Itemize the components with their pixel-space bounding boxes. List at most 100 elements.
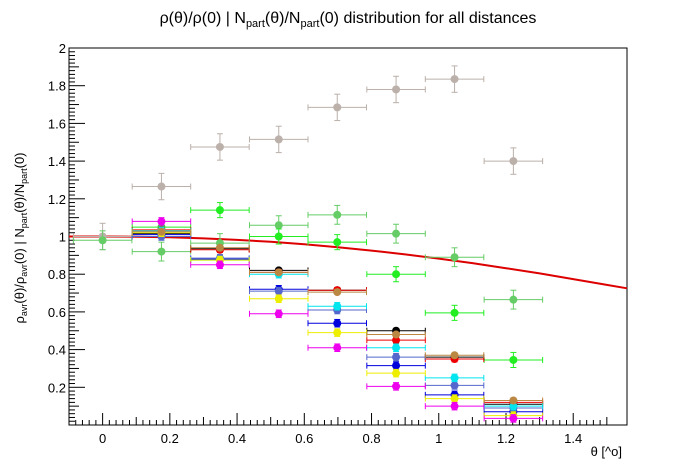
x-tick-label: 1.4 <box>564 431 582 446</box>
data-point <box>131 241 192 262</box>
marker <box>392 343 401 352</box>
data-point <box>249 268 309 277</box>
marker <box>450 394 459 403</box>
marker <box>274 309 283 318</box>
series-layer <box>72 65 544 423</box>
data-point <box>131 217 192 226</box>
marker <box>392 353 401 362</box>
data-point <box>366 343 426 352</box>
marker <box>274 268 283 277</box>
marker <box>450 402 459 411</box>
data-point <box>483 289 544 310</box>
data-point <box>483 351 544 369</box>
data-point <box>249 294 309 303</box>
data-point <box>307 204 367 225</box>
y-axis-title: ρavr(θ)/ρavr(0) | Npart(θ)/Npart(0) <box>12 152 29 323</box>
x-axis-title: θ [^o] <box>591 444 622 459</box>
data-point <box>307 288 367 297</box>
data-point <box>307 343 367 352</box>
x-tick-label: 0.6 <box>295 431 313 446</box>
data-point <box>366 223 426 244</box>
data-point <box>366 330 426 339</box>
marker <box>450 351 459 360</box>
marker <box>392 382 401 391</box>
data-point <box>190 260 250 270</box>
data-point <box>424 401 485 411</box>
y-tick-label: 2 <box>59 41 66 56</box>
marker <box>157 247 166 256</box>
data-point <box>131 172 192 201</box>
marker <box>392 336 401 345</box>
data-point <box>424 65 485 93</box>
data-point <box>307 328 367 337</box>
data-point <box>307 93 367 122</box>
data-point <box>366 266 426 283</box>
marker <box>450 308 459 317</box>
marker <box>215 142 224 151</box>
data-point <box>307 301 367 311</box>
data-point <box>483 414 544 423</box>
data-point <box>424 373 485 383</box>
marker <box>215 206 224 215</box>
marker <box>333 210 342 219</box>
data-point <box>483 396 544 405</box>
marker <box>274 287 283 296</box>
data-point <box>424 304 485 321</box>
marker <box>450 373 459 382</box>
data-point <box>190 133 250 161</box>
series-1 <box>72 204 544 310</box>
marker <box>450 381 459 390</box>
data-point <box>366 382 426 391</box>
data-point <box>72 230 133 251</box>
fit-curve <box>69 235 628 290</box>
data-point <box>366 336 426 345</box>
marker <box>509 295 518 304</box>
marker <box>333 288 342 297</box>
marker <box>157 182 166 191</box>
y-tick-label: 0.6 <box>48 305 66 320</box>
series-9 <box>131 217 544 423</box>
data-point <box>424 381 485 390</box>
data-point <box>424 247 485 268</box>
data-point <box>424 351 485 360</box>
marker <box>392 229 401 238</box>
data-point <box>366 75 426 104</box>
data-point <box>307 318 367 328</box>
marker <box>274 135 283 144</box>
data-point <box>366 368 426 378</box>
data-point <box>307 234 367 251</box>
marker <box>333 328 342 337</box>
marker <box>157 227 166 236</box>
series-4 <box>131 225 544 407</box>
series-10 <box>131 227 544 405</box>
marker <box>392 270 401 279</box>
x-tick-label: 0.4 <box>228 431 246 446</box>
y-tick-label: 1.2 <box>48 192 66 207</box>
marker <box>450 75 459 84</box>
marker <box>274 232 283 241</box>
marker <box>333 238 342 247</box>
marker <box>274 294 283 303</box>
chart-title: ρ(θ)/ρ(0) | Npart(θ)/Npart(0) distributi… <box>160 10 537 30</box>
marker <box>509 396 518 405</box>
marker <box>157 217 166 226</box>
marker <box>392 85 401 94</box>
axis-tick-labels: 0 0.2 0.4 0.6 0.8 1 1.2 1.4 0.2 0.4 0.6 0.8 1 1.2 1.4 1… <box>48 41 582 446</box>
marker <box>274 221 283 230</box>
marker <box>392 330 401 339</box>
marker <box>333 103 342 112</box>
y-tick-label: 1.6 <box>48 116 66 131</box>
data-point <box>249 286 309 296</box>
marker <box>392 369 401 378</box>
y-tick-label: 0.8 <box>48 267 66 282</box>
x-tick-label: 0 <box>99 431 106 446</box>
y-tick-label: 0.4 <box>48 343 66 358</box>
marker <box>509 355 518 364</box>
data-point <box>190 243 250 252</box>
y-tick-label: 1.4 <box>48 154 66 169</box>
marker <box>450 253 459 262</box>
marker <box>333 302 342 311</box>
marker <box>215 243 224 252</box>
data-point <box>249 125 309 154</box>
